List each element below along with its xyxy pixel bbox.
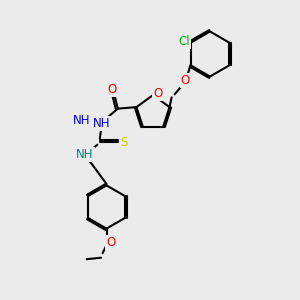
Text: O: O (106, 236, 116, 249)
Text: NH: NH (76, 148, 94, 161)
Text: O: O (108, 83, 117, 96)
Text: S: S (120, 136, 128, 149)
Text: O: O (153, 87, 162, 100)
Text: NH: NH (93, 117, 110, 130)
Text: O: O (181, 74, 190, 87)
Text: NH: NH (73, 114, 91, 127)
Text: Cl: Cl (178, 35, 190, 48)
